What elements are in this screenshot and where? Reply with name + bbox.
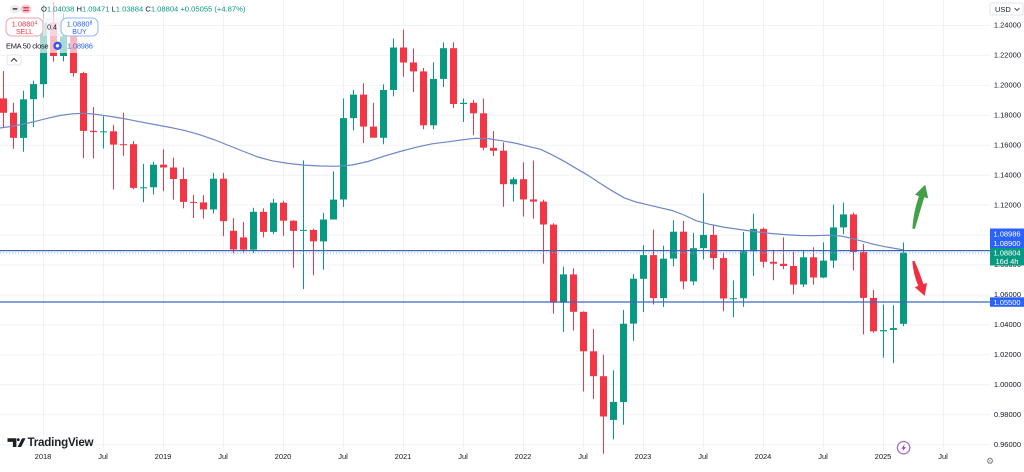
svg-text:O1.04038 H1.09471 L1.03884 C1.: O1.04038 H1.09471 L1.03884 C1.08804 +0.0… bbox=[41, 5, 246, 14]
svg-text:Jul: Jul bbox=[338, 452, 348, 461]
svg-text:2019: 2019 bbox=[155, 452, 172, 461]
svg-text:1.06000: 1.06000 bbox=[994, 290, 1021, 299]
svg-text:1.08808: 1.08808 bbox=[67, 20, 93, 29]
svg-text:1.16000: 1.16000 bbox=[994, 141, 1021, 150]
svg-text:Jul: Jul bbox=[938, 452, 948, 461]
svg-text:Jul: Jul bbox=[578, 452, 588, 461]
svg-text:1.12000: 1.12000 bbox=[994, 200, 1021, 209]
svg-text:Jul: Jul bbox=[98, 452, 108, 461]
svg-text:2021: 2021 bbox=[395, 452, 412, 461]
svg-text:1.22000: 1.22000 bbox=[994, 51, 1021, 60]
svg-text:2025: 2025 bbox=[875, 452, 892, 461]
svg-text:2020: 2020 bbox=[275, 452, 292, 461]
svg-text:Jul: Jul bbox=[818, 452, 828, 461]
svg-text:0.98000: 0.98000 bbox=[994, 410, 1021, 419]
svg-text:1.02000: 1.02000 bbox=[994, 350, 1021, 359]
svg-text:Jul: Jul bbox=[218, 452, 228, 461]
svg-text:2023: 2023 bbox=[635, 452, 652, 461]
svg-text:1.18000: 1.18000 bbox=[994, 111, 1021, 120]
svg-text:1.00000: 1.00000 bbox=[994, 380, 1021, 389]
svg-text:1.08986: 1.08986 bbox=[993, 230, 1020, 239]
svg-text:1.08900: 1.08900 bbox=[993, 239, 1020, 248]
svg-text:1.04000: 1.04000 bbox=[994, 320, 1021, 329]
svg-text:1.24000: 1.24000 bbox=[994, 21, 1021, 30]
svg-text:EMA 50 close: EMA 50 close bbox=[6, 42, 48, 51]
svg-text:USD: USD bbox=[995, 5, 1011, 14]
svg-text:1.20000: 1.20000 bbox=[994, 81, 1021, 90]
svg-text:Jul: Jul bbox=[458, 452, 468, 461]
svg-text:1.05500: 1.05500 bbox=[993, 298, 1020, 307]
svg-text:2024: 2024 bbox=[755, 452, 772, 461]
svg-text:1.08804: 1.08804 bbox=[993, 249, 1020, 258]
svg-text:0.96000: 0.96000 bbox=[994, 440, 1021, 449]
svg-text:2022: 2022 bbox=[515, 452, 532, 461]
svg-text:1.14000: 1.14000 bbox=[994, 170, 1021, 179]
svg-text:Jul: Jul bbox=[698, 452, 708, 461]
svg-text:2018: 2018 bbox=[35, 452, 52, 461]
svg-text:BUY: BUY bbox=[72, 29, 87, 36]
svg-text:16d 4h: 16d 4h bbox=[996, 257, 1019, 266]
svg-text:⚙: ⚙ bbox=[986, 456, 994, 466]
svg-text:1.08986: 1.08986 bbox=[67, 42, 93, 51]
svg-text:SELL: SELL bbox=[16, 29, 33, 36]
svg-text:TradingView: TradingView bbox=[28, 436, 95, 449]
svg-text:0.4: 0.4 bbox=[47, 25, 57, 32]
svg-text:1.08804: 1.08804 bbox=[12, 20, 38, 29]
